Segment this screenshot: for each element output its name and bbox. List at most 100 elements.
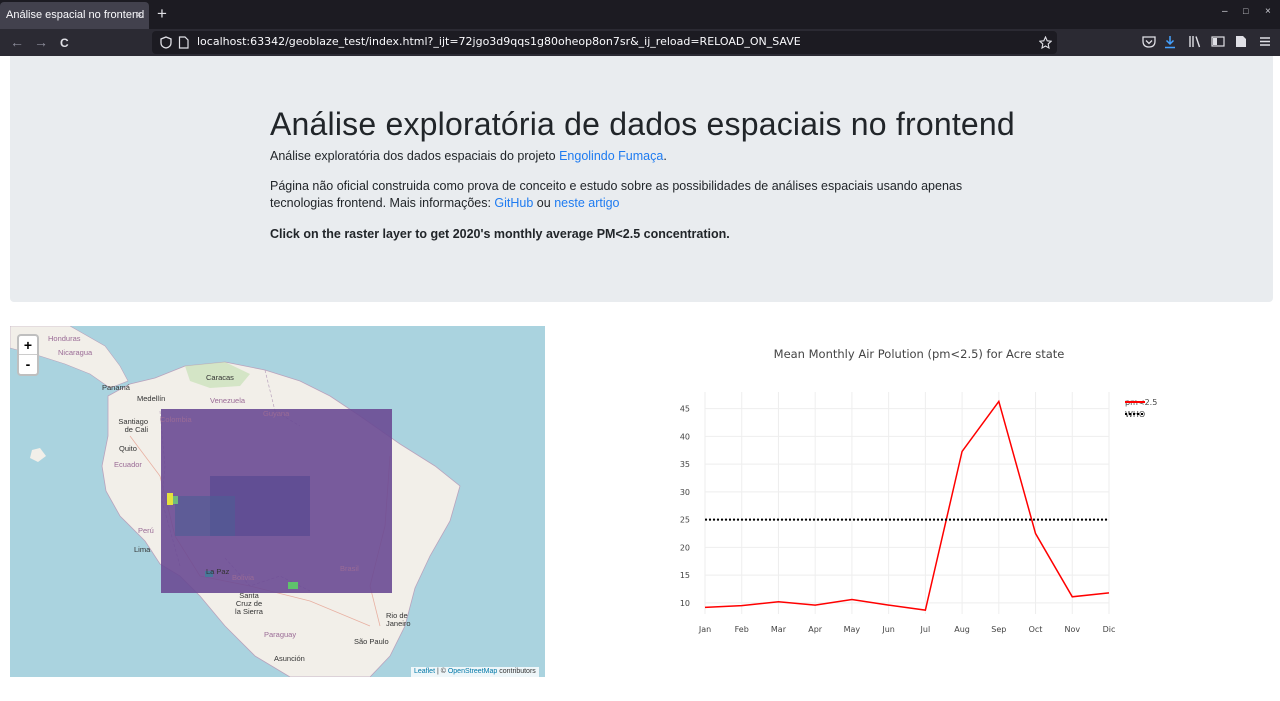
engolindo-fumaca-link[interactable]: Engolindo Fumaça xyxy=(559,149,664,163)
map-label-honduras: Honduras xyxy=(48,334,81,343)
raster-hotspot xyxy=(167,493,173,505)
map-label-paraguay: Paraguay xyxy=(264,630,297,639)
tab-close-icon[interactable]: × xyxy=(136,9,143,21)
description-paragraph: Página não oficial construida como prova… xyxy=(270,178,1010,212)
browser-tab-bar: Análise espacial no frontend × + – □ × xyxy=(0,0,1280,29)
map-label-riodejaneiro: Rio de Janeiro xyxy=(386,611,411,628)
library-icon[interactable] xyxy=(1188,35,1201,48)
github-link[interactable]: GitHub xyxy=(494,196,534,210)
sidebar-icon[interactable] xyxy=(1211,35,1225,48)
x-tick-label: Nov xyxy=(1064,625,1080,634)
map-label-panama: Panamá xyxy=(102,383,130,392)
minimize-icon[interactable]: – xyxy=(1222,6,1228,17)
zoom-control: + - xyxy=(17,334,39,376)
url-text[interactable]: localhost:63342/geoblaze_test/index.html… xyxy=(197,35,801,48)
download-icon[interactable] xyxy=(1164,35,1176,49)
legend-who[interactable]: WHO xyxy=(1125,410,1145,419)
map-label-peru: Perú xyxy=(138,526,154,535)
intro-text: Análise exploratória dos dados espaciais… xyxy=(270,149,560,163)
map-canvas[interactable] xyxy=(10,326,545,677)
raster-hotspot xyxy=(205,571,213,577)
chart-plot[interactable]: 10 15 20 25 30 35 40 45 Jan Feb Mar Apr May Jun Jul Aug… xyxy=(640,326,1280,677)
galapagos-land xyxy=(30,448,46,462)
x-tick-label: Jan xyxy=(698,625,711,634)
map-attribution: Leaflet | © OpenStreetMap contributors xyxy=(411,667,539,677)
zoom-out-button[interactable]: - xyxy=(25,356,31,372)
intro-paragraph: Análise exploratória dos dados espaciais… xyxy=(270,148,1010,165)
maximize-icon[interactable]: □ xyxy=(1243,6,1249,16)
raster-hotspot xyxy=(173,496,178,504)
y-tick-label: 45 xyxy=(680,405,690,414)
or-text: ou xyxy=(533,196,555,210)
new-tab-button[interactable]: + xyxy=(157,4,167,23)
legend-pm25[interactable]: pm<2.5 xyxy=(1125,398,1157,407)
y-tick-label: 30 xyxy=(680,488,690,497)
leaflet-map[interactable]: Honduras Nicaragua Panamá Medellín Carac… xyxy=(10,326,545,677)
article-link[interactable]: neste artigo xyxy=(554,196,620,210)
map-label-lima: Lima xyxy=(134,545,151,554)
page-icon[interactable] xyxy=(178,36,189,49)
shield-icon[interactable] xyxy=(160,36,172,49)
y-tick-label: 20 xyxy=(680,543,690,552)
map-label-brasil: Brasil xyxy=(340,564,359,573)
browser-tab[interactable]: Análise espacial no frontend × xyxy=(0,2,149,29)
map-label-santiago: Santiago de Cali xyxy=(118,417,148,434)
x-tick-label: Dic xyxy=(1103,625,1116,634)
map-label-caracas: Caracas xyxy=(206,373,234,382)
legend-who-label: WHO xyxy=(1125,410,1146,419)
legend-pm25-swatch xyxy=(1125,401,1145,403)
x-tick-label: Aug xyxy=(954,625,970,634)
chart-title: Mean Monthly Air Polution (pm<2.5) for A… xyxy=(773,347,1065,361)
y-tick-label: 15 xyxy=(680,571,690,580)
map-label-ecuador: Ecuador xyxy=(114,460,142,469)
y-tick-label: 10 xyxy=(680,599,690,608)
url-bar[interactable]: localhost:63342/geoblaze_test/index.html… xyxy=(152,31,1057,54)
series-line-pm25 xyxy=(704,399,1110,611)
x-tick-label: Jul xyxy=(920,625,931,634)
header-jumbotron: Análise exploratória de dados espaciais … xyxy=(10,56,1273,302)
legend-who-swatch xyxy=(1125,413,1145,415)
description-text: Página não oficial construida como prova… xyxy=(270,179,963,210)
map-label-quito: Quito xyxy=(119,444,137,453)
map-label-bolivia: Bolivia xyxy=(232,573,255,582)
raster-hotspot xyxy=(288,582,298,589)
instruction-text: Click on the raster layer to get 2020's … xyxy=(270,227,730,241)
page-title: Análise exploratória de dados espaciais … xyxy=(270,106,1015,142)
back-arrow-icon[interactable]: ← xyxy=(10,34,24,50)
map-label-asuncion: Asunción xyxy=(274,654,305,663)
map-label-saopaulo: São Paulo xyxy=(354,637,389,646)
attribution-separator: | © xyxy=(435,668,448,675)
map-label-venezuela: Venezuela xyxy=(210,396,246,405)
forward-arrow-icon[interactable]: → xyxy=(34,34,48,50)
close-window-icon[interactable]: × xyxy=(1265,6,1271,17)
bookmark-star-icon[interactable] xyxy=(1039,36,1052,49)
y-tick-label: 25 xyxy=(680,516,690,525)
y-tick-label: 40 xyxy=(680,432,690,441)
x-tick-label: Feb xyxy=(735,625,749,634)
x-tick-label: May xyxy=(844,625,861,634)
map-label-colombia: Colombia xyxy=(160,415,192,424)
tab-title: Análise espacial no frontend xyxy=(6,9,145,21)
attribution-suffix: contributors xyxy=(497,668,536,675)
zoom-in-button[interactable]: + xyxy=(19,336,37,355)
map-label-nicaragua: Nicaragua xyxy=(58,348,93,357)
raster-region xyxy=(175,496,235,536)
menu-icon[interactable] xyxy=(1259,35,1271,48)
map-label-guyana: Guyana xyxy=(263,409,290,418)
x-tick-label: Jun xyxy=(881,625,895,634)
map-label-santacruz: Santa Cruz de la Sierra xyxy=(235,591,263,616)
green-area xyxy=(185,362,250,388)
y-tick-label: 35 xyxy=(680,460,690,469)
osm-link[interactable]: OpenStreetMap xyxy=(447,668,498,675)
x-tick-label: Sep xyxy=(991,625,1006,634)
browser-nav-bar: ← → C localhost:63342/geoblaze_test/inde… xyxy=(0,29,1280,56)
x-tick-label: Oct xyxy=(1029,625,1043,634)
x-tick-label: Apr xyxy=(808,625,823,634)
reader-icon[interactable] xyxy=(1235,35,1247,48)
line-chart: Mean Monthly Air Polution (pm<2.5) for A… xyxy=(640,326,1280,677)
pocket-icon[interactable] xyxy=(1142,35,1156,48)
map-label-medellin: Medellín xyxy=(137,394,166,403)
leaflet-link[interactable]: Leaflet xyxy=(414,668,436,675)
map-label-lapaz: La Paz xyxy=(206,567,230,576)
reload-icon[interactable]: C xyxy=(60,36,69,50)
